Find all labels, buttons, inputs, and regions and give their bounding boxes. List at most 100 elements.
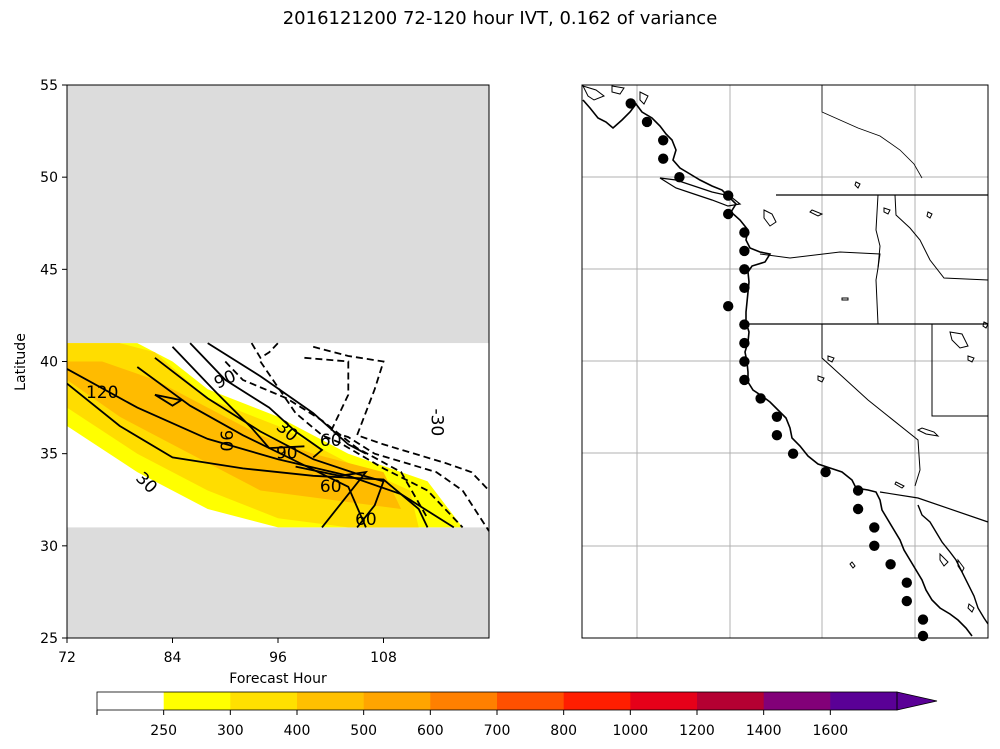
colorbar-cell [763,692,831,710]
contour-line-30 [66,382,429,528]
colorbar-cell [630,692,698,710]
colorbar-extend-arrow [896,691,938,711]
coastline [582,99,973,637]
station-marker [869,522,880,533]
x-axis-label: Forecast Hour [229,671,327,687]
station-marker [739,374,750,386]
contour-line--60 [224,360,429,519]
masked-region [67,527,489,638]
y-tick-label: 45 [40,262,58,278]
x-tick-label: 84 [164,650,182,666]
contour-line-60 [154,357,385,528]
island-1 [894,481,905,489]
contour-line-90 [207,342,367,455]
lake-3 [883,207,891,215]
station-marker [723,208,734,220]
x-tick-label: 72 [58,650,76,666]
contour-line-90 [189,342,324,459]
x-tick-label: 96 [269,650,287,666]
colorbar-cells [96,691,938,711]
puget-sound [763,209,777,227]
station-marker [739,319,750,330]
x-tick-label: 108 [370,650,397,666]
station-marker [674,172,685,183]
colorbar-cell [297,692,365,710]
lake-6 [949,331,969,349]
contour-label: 60 [320,477,342,497]
colorbar-tick-label: 400 [284,723,311,739]
colorbar-cell [497,692,565,710]
y-tick-label: 35 [40,447,58,463]
y-tick-label: 25 [40,631,58,647]
station-marker [739,227,750,238]
contour-line--30 [250,342,279,360]
station-markers [625,98,929,642]
colorbar-cell [230,692,298,710]
station-marker [641,116,653,128]
station-marker [755,393,766,404]
border-idaho-east [894,194,989,281]
contour-line-60 [295,465,369,528]
contour-label: 60 [355,510,377,530]
station-marker [901,595,912,607]
island-6 [827,355,835,363]
contour-line--30 [312,345,490,492]
lake-7 [916,427,940,437]
colorbar: 250 300 400 500 600 700 800 1000 1200 1400 1600 [96,691,938,739]
station-marker [739,264,750,275]
station-marker [658,153,669,164]
contour-label: -30 [426,408,446,436]
colorbar-tick-label: 1600 [813,723,849,739]
border-canada-east [821,85,923,179]
station-marker [739,282,750,293]
y-tick-label: 50 [40,170,58,186]
colorbar-tick-label: 500 [350,723,377,739]
contour-label: 90 [276,444,298,464]
island-5 [967,603,975,613]
island-7 [817,375,825,383]
station-marker [917,614,929,625]
alaska-coast [582,85,649,105]
colorbar-cell [563,692,631,710]
island-8 [982,321,989,329]
vancouver-island [659,177,742,207]
contour-lines [66,342,490,532]
map-borders [582,85,989,637]
y-tick-label: 55 [40,78,58,94]
station-marker [771,411,783,422]
colorbar-tick-label: 300 [217,723,244,739]
colorbar-tick-label: 1400 [746,723,782,739]
contour-line-120 [154,393,184,407]
station-marker [723,190,734,201]
station-marker [885,559,896,570]
baja-coast [917,504,989,625]
map-gridlines [582,85,988,638]
station-marker [658,135,669,146]
station-marker [787,448,799,459]
lake-8 [967,355,975,363]
y-axis-ticks: 25 30 35 40 45 50 55 [40,78,67,647]
colorbar-cell [363,692,431,710]
contour-label: 90 [215,430,235,452]
station-marker [852,485,864,496]
contour-line-90 [171,346,305,450]
colorbar-tick-label: 1000 [613,723,649,739]
lake-5 [841,297,849,301]
masked-region [67,85,489,344]
station-marker [869,540,880,551]
contour-label: 60 [320,431,342,451]
lake-1 [809,209,824,217]
colorbar-cell [830,692,898,710]
station-marker [739,356,750,367]
colorbar-tick-label: 250 [150,723,177,739]
island-3 [957,558,965,573]
border-nv-ut [931,324,988,417]
station-marker [625,98,636,109]
colorbar-ticks: 250 300 400 500 600 700 800 1000 1200 1400 1600 [96,710,849,739]
contour-label: 120 [86,383,118,403]
map-panel [581,84,989,642]
x-axis-ticks: 72 84 96 108 [58,638,397,666]
masked-regions [67,85,489,638]
